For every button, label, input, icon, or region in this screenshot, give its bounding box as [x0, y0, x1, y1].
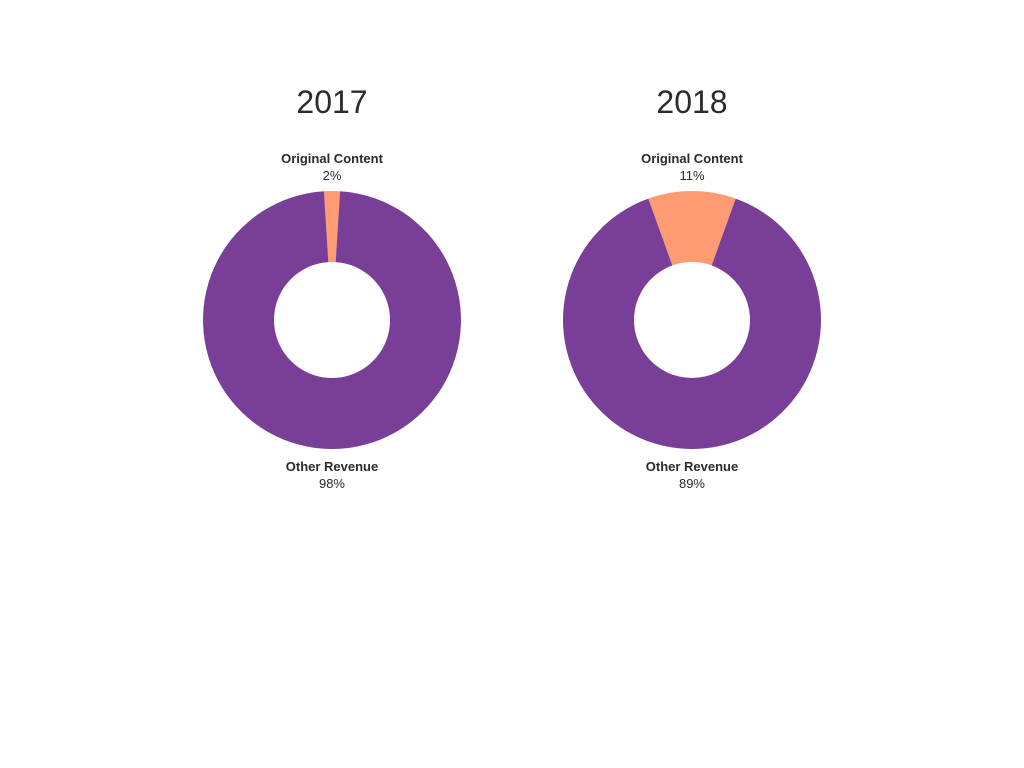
chart-title: 2017: [296, 84, 367, 121]
slice-label-pct: 89%: [646, 476, 738, 491]
slice-label-pct: 98%: [286, 476, 378, 491]
charts-container: 2017 Original Content 2% Other Revenue 9…: [0, 0, 1024, 491]
chart-title: 2018: [656, 84, 727, 121]
donut-chart: [203, 191, 461, 449]
slice-label-top: Original Content 11%: [641, 151, 743, 183]
slice-label-name: Other Revenue: [646, 459, 738, 474]
slice-label-bottom: Other Revenue 98%: [286, 459, 378, 491]
donut-svg: [563, 191, 821, 449]
slice-label-pct: 2%: [281, 168, 383, 183]
chart-panel-2017: 2017 Original Content 2% Other Revenue 9…: [182, 84, 482, 491]
slice-label-top: Original Content 2%: [281, 151, 383, 183]
chart-panel-2018: 2018 Original Content 11% Other Revenue …: [542, 84, 842, 491]
slice-label-name: Original Content: [281, 151, 383, 166]
donut-svg: [203, 191, 461, 449]
donut-chart: [563, 191, 821, 449]
slice-label-pct: 11%: [641, 168, 743, 183]
slice-label-name: Original Content: [641, 151, 743, 166]
slice-label-bottom: Other Revenue 89%: [646, 459, 738, 491]
slice-label-name: Other Revenue: [286, 459, 378, 474]
